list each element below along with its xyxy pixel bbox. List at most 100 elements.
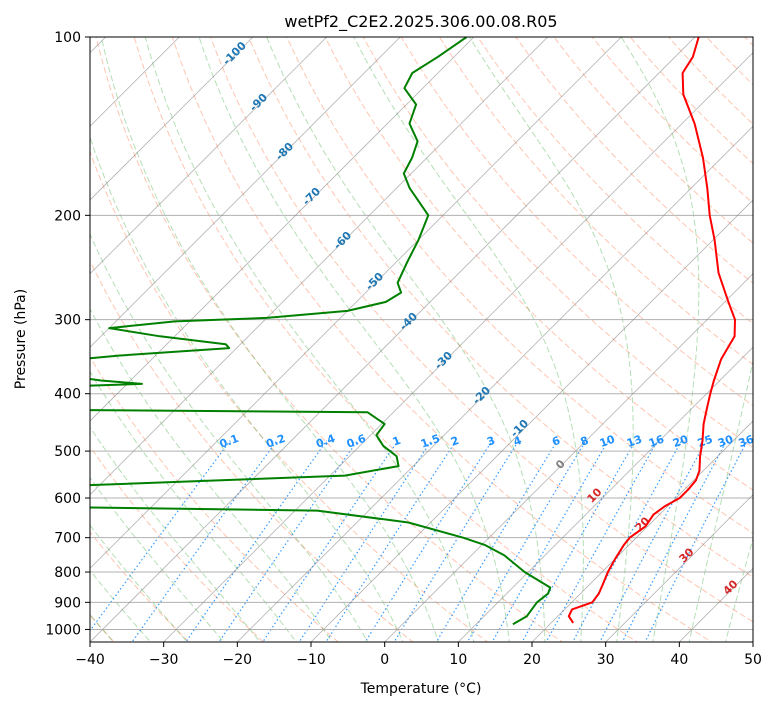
isotherm-line — [90, 37, 696, 642]
mixing-ratio-label: 1.5 — [419, 432, 442, 451]
isotherm-line — [90, 37, 622, 569]
y-tick-label: 600 — [54, 491, 81, 507]
mixing-ratio-line — [621, 440, 728, 642]
x-tick-label: 30 — [597, 652, 615, 668]
x-tick-label: −40 — [75, 652, 105, 668]
x-axis-label: Temperature (°C) — [360, 681, 482, 697]
mixing-ratio-line — [466, 440, 587, 642]
mixing-ratio-label: 0.4 — [314, 432, 337, 451]
mixing-ratio-label: 3 — [485, 434, 497, 449]
moist-adiabat-line — [90, 135, 404, 642]
isotherm-line — [90, 37, 254, 201]
mixing-ratio-label: 1 — [391, 434, 403, 449]
isotherm-line — [237, 125, 753, 642]
moist-adiabat-line — [90, 232, 369, 642]
dry-adiabat-line — [438, 37, 753, 366]
mixing-ratio-label: 0.2 — [264, 432, 287, 451]
mixing-ratio-line — [521, 440, 637, 642]
y-tick-label: 900 — [54, 595, 81, 611]
y-tick-label: 400 — [54, 387, 81, 403]
y-tick-label: 200 — [54, 208, 81, 224]
moist-adiabat-line — [353, 37, 584, 642]
mixing-ratio-label: 0.6 — [345, 432, 368, 451]
y-axis-ticks: 100 200 300 400 500 600 700 800 900 1000 — [45, 30, 90, 638]
x-axis-ticks: −40 −30 −20 −10 0 10 20 30 40 50 — [75, 642, 762, 668]
moist-adiabat-line — [90, 524, 188, 642]
mixing-ratio-line — [644, 440, 748, 642]
dry-adiabat-line — [133, 37, 638, 642]
temperature-series-line — [567, 37, 736, 624]
isotherms — [90, 37, 753, 642]
dry-adiabat-line — [95, 37, 564, 642]
mixing-ratio-label: 4 — [512, 434, 524, 449]
mixing-ratio-label: 16 — [647, 432, 666, 450]
dry-adiabat-line — [90, 259, 414, 642]
y-tick-label: 300 — [54, 313, 81, 329]
mixing-ratio-label: 10 — [598, 432, 617, 450]
y-tick-label: 1000 — [45, 622, 81, 638]
mixing-ratio-label: 20 — [671, 432, 690, 450]
mixing-ratio-label: 13 — [625, 433, 644, 450]
x-tick-label: 50 — [744, 652, 762, 668]
isotherm-line — [605, 494, 753, 642]
moist-adiabat-line — [198, 37, 510, 642]
isotherm-line — [90, 37, 327, 275]
dry-adiabat-line — [90, 356, 339, 642]
mixing-ratio-label: 6 — [550, 434, 562, 449]
mixing-ratio-label: 30 — [716, 432, 735, 450]
mixing-ratio-line — [298, 440, 432, 642]
isotherm-line — [90, 37, 475, 422]
isotherm-line — [531, 420, 753, 642]
chart-title: wetPf2_C2E2.2025.306.00.08.R05 — [284, 12, 557, 32]
x-tick-label: 10 — [449, 652, 467, 668]
x-tick-label: 0 — [380, 652, 389, 668]
dry-adiabat-line — [400, 37, 753, 407]
isotherm-line — [384, 273, 753, 642]
moist-adiabat-line — [90, 476, 225, 642]
mixing-ratio-line — [131, 440, 278, 642]
moist-adiabat-line — [266, 37, 546, 642]
mixing-ratio-line — [491, 440, 609, 642]
isotherm-line — [90, 37, 548, 496]
plot-content: 102030400-100-90-80-70-60-50-40-30-20-10… — [90, 37, 756, 642]
moist-adiabat-line — [90, 426, 261, 642]
mixing-ratio-line — [262, 440, 399, 642]
isotherm-line — [458, 346, 753, 642]
moist-adiabat-line — [100, 37, 440, 642]
mixing-ratio-label: 2 — [449, 434, 461, 449]
isotherm-line — [310, 199, 753, 642]
mixing-ratio-line — [364, 440, 493, 642]
x-tick-label: 20 — [523, 652, 541, 668]
mixing-ratio-line — [435, 440, 558, 642]
plot-area — [90, 37, 753, 642]
y-tick-label: 800 — [54, 565, 81, 581]
mixing-ratio-label: 8 — [579, 434, 591, 449]
x-tick-label: −30 — [149, 652, 179, 668]
mixing-ratio-line — [572, 440, 683, 642]
x-tick-label: −10 — [296, 652, 326, 668]
moist-adiabat-line — [468, 37, 634, 642]
x-tick-label: 40 — [670, 652, 688, 668]
isotherm-line — [163, 52, 753, 642]
dewpoint-series-line — [90, 37, 552, 626]
moist-adiabat-line — [90, 308, 333, 642]
mixing-ratio-lines — [90, 440, 748, 642]
dry-adiabat-line — [90, 150, 489, 642]
mixing-ratio-label: 25 — [696, 433, 715, 450]
x-tick-label: −20 — [223, 652, 253, 668]
y-axis-label: Pressure (hPa) — [13, 289, 29, 389]
mixing-ratio-line — [545, 440, 659, 642]
mixing-ratio-line — [599, 440, 707, 642]
isotherm-line — [90, 37, 401, 348]
dry-adiabat-line — [324, 37, 753, 491]
mixing-ratio-line — [325, 440, 457, 642]
mixing-ratio-label: 36 — [737, 432, 756, 450]
y-tick-label: 100 — [54, 30, 81, 46]
plot-frame — [89, 36, 754, 643]
mixing-ratio-label: 0.1 — [218, 432, 241, 451]
dry-adiabat-line — [90, 531, 190, 642]
moist-adiabat-line — [90, 569, 152, 642]
moist-adiabats — [90, 37, 753, 642]
y-tick-label: 500 — [54, 444, 81, 460]
